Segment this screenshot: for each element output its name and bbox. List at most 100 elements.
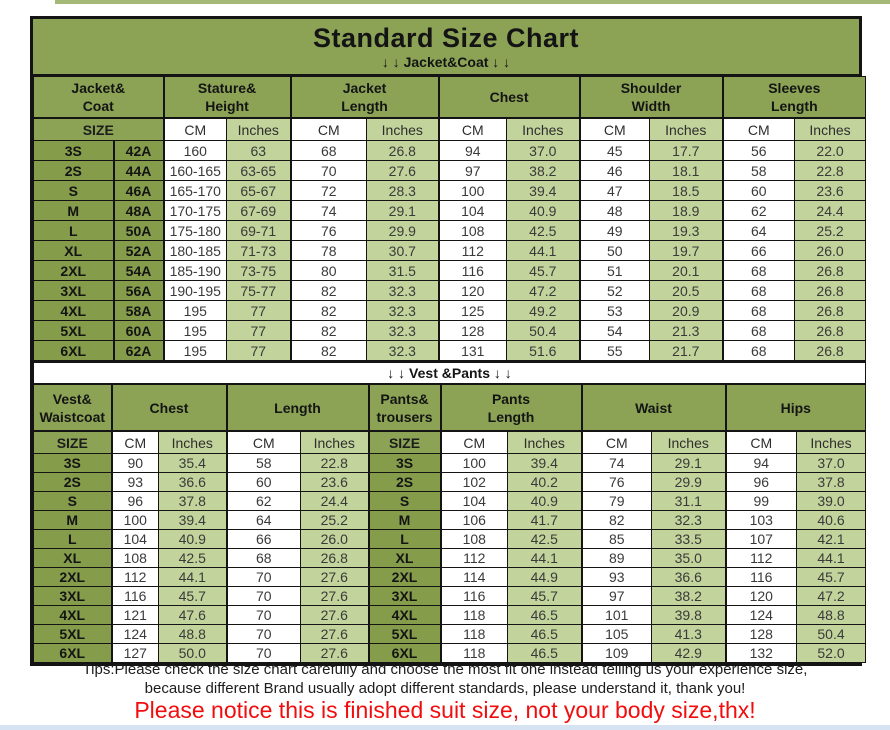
table-row: XL 52A 180-185 71-73 78 30.7 112 44.1 50 19.7 66 26…: [33, 240, 867, 261]
inches-label: Inches: [794, 117, 867, 141]
shoulder-width-header: Shoulder Width: [578, 76, 724, 119]
value-cell: 39.4: [158, 510, 227, 530]
pants-length-header: Pants Length: [439, 383, 582, 432]
value-cell: 36.6: [158, 472, 227, 492]
value-cell: 22.8: [794, 160, 867, 181]
value-cell: 42.5: [506, 220, 581, 241]
value-cell: 32.3: [366, 320, 440, 341]
size-cell: 5XL: [367, 624, 441, 644]
value-cell: 104: [439, 491, 508, 511]
value-cell: 195: [162, 300, 228, 321]
value-cell: 82: [289, 300, 368, 321]
value-cell: 18.9: [649, 200, 724, 221]
value-cell: 19.7: [649, 240, 724, 261]
value-cell: 49.2: [506, 300, 581, 321]
value-cell: 68: [721, 300, 796, 321]
value-cell: 19.3: [649, 220, 724, 241]
value-cell: 48.8: [795, 605, 867, 625]
value-cell: 93: [580, 567, 652, 587]
value-cell: 41.3: [651, 624, 726, 644]
value-cell: 118: [439, 605, 508, 625]
value-cell: 20.5: [649, 280, 724, 301]
value-cell: 94: [724, 453, 797, 473]
chest-header: Chest: [437, 76, 581, 119]
value-cell: 62: [721, 200, 796, 221]
bottom-edge-strip: [0, 725, 890, 730]
size-cell: 6XL: [33, 643, 112, 663]
value-cell: 22.8: [300, 453, 369, 473]
value-cell: 75-77: [226, 280, 292, 301]
tips-line-1: Tips:Please check the size chart careful…: [82, 661, 808, 678]
value-cell: 35.0: [651, 548, 726, 568]
value-cell: 50: [578, 240, 651, 261]
inches-label: Inches: [507, 430, 582, 454]
value-cell: 50.0: [158, 643, 227, 663]
value-cell: 195: [162, 320, 228, 341]
value-cell: 66: [225, 529, 301, 549]
value-cell: 22.0: [794, 140, 867, 161]
value-cell: 106: [439, 510, 508, 530]
value-cell: 40.9: [506, 200, 581, 221]
size-cell: L: [33, 529, 112, 549]
value-cell: 67-69: [226, 200, 292, 221]
value-cell: 160: [162, 140, 228, 161]
value-cell: 48.8: [158, 624, 227, 644]
value-cell: 24.4: [300, 491, 369, 511]
size-cell: 2S: [33, 160, 114, 181]
value-cell: 32.3: [366, 340, 440, 361]
value-cell: 45.7: [507, 586, 582, 606]
value-cell: 45.7: [158, 586, 227, 606]
value-cell: 24.4: [794, 200, 867, 221]
value-cell: 99: [724, 491, 797, 511]
jacket-coat-table: Jacket& Coat Stature& Height Jacket Leng…: [32, 76, 867, 361]
value-cell: 116: [724, 567, 797, 587]
value-cell: 101: [580, 605, 652, 625]
value-cell: 100: [110, 510, 159, 530]
value-cell: 68: [721, 320, 796, 341]
value-cell: 58: [721, 160, 796, 181]
inches-label: Inches: [158, 430, 227, 454]
table-row: 6XL 62A 195 77 82 32.3 131 51.6 55 21.7 68 26.8: [33, 340, 867, 361]
size-cell: 56A: [112, 280, 165, 301]
size-cell: 58A: [112, 300, 165, 321]
value-cell: 94: [437, 140, 508, 161]
size-cell: 5XL: [33, 320, 114, 341]
value-cell: 44.1: [506, 240, 581, 261]
value-cell: 42.9: [651, 643, 726, 663]
size-label: SIZE: [33, 430, 112, 454]
size-cell: 52A: [112, 240, 165, 261]
value-cell: 20.1: [649, 260, 724, 281]
hips-header: Hips: [724, 383, 867, 432]
pants-trousers-header: Pants& trousers: [367, 383, 441, 432]
value-cell: 60: [721, 180, 796, 201]
value-cell: 46.5: [507, 624, 582, 644]
value-cell: 82: [289, 340, 368, 361]
value-cell: 73-75: [226, 260, 292, 281]
value-cell: 49: [578, 220, 651, 241]
table-row: 6XL 127 50.0 70 27.6 6XL 118 46.5 109 42.9 132 52.0: [33, 643, 867, 663]
table-row: 3S 42A 160 63 68 26.8 94 37.0 45 17.7 56 22.0: [33, 140, 867, 161]
size-cell: 2S: [33, 472, 112, 492]
value-cell: 47: [578, 180, 651, 201]
vest-waistcoat-header: Vest& Waistcoat: [33, 383, 112, 432]
cm-label: CM: [580, 430, 652, 454]
value-cell: 120: [437, 280, 508, 301]
size-cell: 3XL: [33, 280, 114, 301]
value-cell: 68: [289, 140, 368, 161]
value-cell: 32.3: [366, 300, 440, 321]
vest-pants-divider-row: ↓ ↓ Vest &Pants ↓ ↓: [32, 361, 867, 385]
size-cell: XL: [33, 240, 114, 261]
value-cell: 89: [580, 548, 652, 568]
value-cell: 74: [289, 200, 368, 221]
size-cell: 3XL: [33, 586, 112, 606]
value-cell: 109: [580, 643, 652, 663]
value-cell: 116: [437, 260, 508, 281]
size-cell: 54A: [112, 260, 165, 281]
value-cell: 21.3: [649, 320, 724, 341]
value-cell: 112: [439, 548, 508, 568]
table-row: 2S 93 36.6 60 23.6 2S 102 40.2 76 29.9 96 37.8: [33, 472, 867, 492]
value-cell: 63-65: [226, 160, 292, 181]
table-row: M 48A 170-175 67-69 74 29.1 104 40.9 48 18.9 62 24.…: [33, 200, 867, 221]
jacket-group-header-row: Jacket& Coat Stature& Height Jacket Leng…: [32, 76, 867, 119]
value-cell: 46: [578, 160, 651, 181]
